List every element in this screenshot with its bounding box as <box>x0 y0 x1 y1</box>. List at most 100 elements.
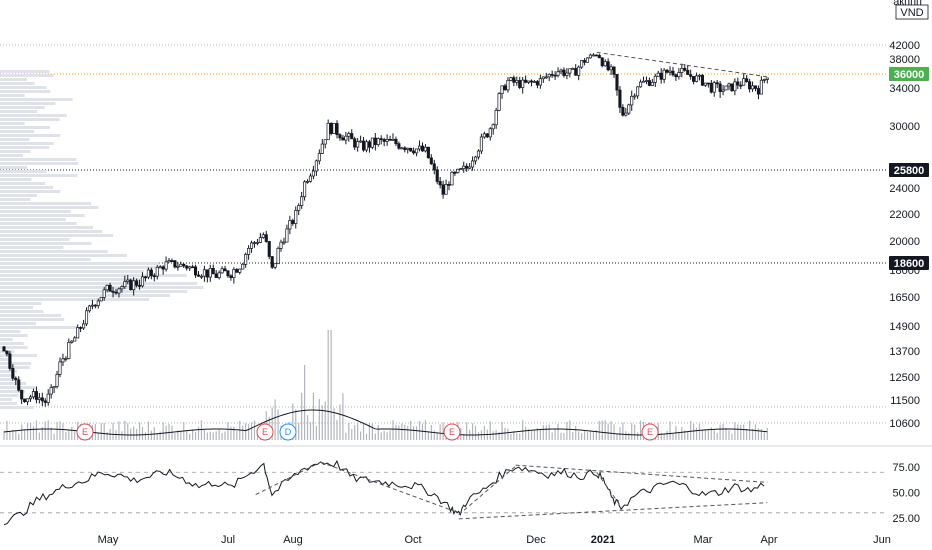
candle-body <box>34 391 38 400</box>
candle-body <box>308 175 313 182</box>
month-label-4[interactable]: Dec <box>526 534 546 546</box>
profile-bar <box>0 270 144 273</box>
candle-body <box>432 163 436 171</box>
candle-body <box>11 368 15 379</box>
osc-trendline-1 <box>320 461 459 514</box>
candle-body <box>49 387 53 395</box>
candle-body <box>550 73 554 76</box>
candle-body <box>535 81 539 86</box>
profile-bar <box>0 206 99 209</box>
candle-body <box>459 168 463 170</box>
time-axis[interactable]: May Jul Aug Oct Dec 2021 Mar Apr Jun <box>98 534 891 546</box>
profile-bar <box>0 146 50 149</box>
event-marker-d[interactable]: D <box>279 423 297 441</box>
profile-bar <box>0 318 65 321</box>
month-label-6[interactable]: Mar <box>694 534 713 546</box>
profile-bar <box>0 286 204 289</box>
candle-body <box>479 136 483 152</box>
candle-body <box>279 241 283 249</box>
candle-body <box>435 169 439 182</box>
candle-body <box>739 84 743 87</box>
candle-body <box>64 358 68 360</box>
month-label-8[interactable]: Jun <box>873 534 891 546</box>
event-marker-label: D <box>285 427 292 437</box>
event-marker-e[interactable]: E <box>256 423 274 441</box>
profile-bar <box>0 334 28 337</box>
candle-body <box>149 269 153 277</box>
month-label-3[interactable]: Oct <box>404 534 421 546</box>
candle-body <box>170 260 174 262</box>
profile-bar <box>0 322 37 325</box>
profile-bar <box>0 214 85 217</box>
profile-bar <box>0 234 114 237</box>
candle-body <box>482 133 486 138</box>
candle-body <box>167 260 171 263</box>
candle-body <box>17 379 21 391</box>
event-marker-e[interactable]: E <box>76 423 94 441</box>
candle-body <box>585 57 590 63</box>
candle-body <box>391 138 395 141</box>
profile-bar <box>0 394 19 397</box>
profile-bar <box>0 190 61 193</box>
profile-bar <box>0 82 35 85</box>
month-label-2[interactable]: Aug <box>283 534 303 546</box>
candle-body <box>639 81 643 88</box>
price-axis[interactable]: 36000 25800 18600 42000 38000 34000 30000 24000… <box>889 40 929 430</box>
candle-body <box>129 279 133 291</box>
event-marker-e[interactable]: E <box>443 423 461 441</box>
month-label-7[interactable]: Apr <box>760 534 777 546</box>
currency-badge[interactable] <box>895 4 929 20</box>
osc-trendline-4 <box>458 502 768 520</box>
candle-body <box>624 112 628 116</box>
candle-body <box>176 265 180 268</box>
candle-body <box>597 55 601 59</box>
profile-bar <box>0 114 67 117</box>
osc-tick-2: 25.00 <box>892 513 920 525</box>
month-label-1[interactable]: Jul <box>221 534 235 546</box>
event-marker-e[interactable]: E <box>641 423 659 441</box>
event-marker-label: E <box>449 427 455 437</box>
candle-body <box>235 269 239 273</box>
profile-bar <box>0 238 70 241</box>
candle-body <box>161 266 165 270</box>
month-label-0[interactable]: May <box>98 534 119 546</box>
candle-body <box>541 76 545 80</box>
candle-body <box>724 85 728 91</box>
profile-bar <box>0 374 16 377</box>
candle-body <box>591 54 595 57</box>
osc-trendline-3 <box>515 464 768 483</box>
candle-body <box>441 184 445 195</box>
candle-body <box>111 290 115 293</box>
price-tick-6: 20000 <box>889 236 920 248</box>
profile-bar <box>0 342 24 345</box>
candle-body <box>140 276 145 287</box>
candle-body <box>356 141 360 148</box>
candle-body <box>603 61 607 67</box>
candle-body <box>476 150 481 158</box>
candle-body <box>132 280 136 291</box>
candle-body <box>146 269 150 278</box>
profile-bar <box>0 218 66 221</box>
candle-body <box>99 297 103 302</box>
profile-bar <box>0 254 127 257</box>
candle-body <box>444 184 448 195</box>
month-label-5[interactable]: 2021 <box>591 534 615 546</box>
profile-bar <box>0 98 73 101</box>
event-marker-circle <box>256 423 274 441</box>
profile-bar <box>0 202 92 205</box>
candle-body <box>594 54 598 57</box>
currency-label: VND <box>900 7 923 19</box>
profile-bar <box>0 154 24 157</box>
candle-body <box>196 274 201 277</box>
profile-bar <box>0 162 79 165</box>
profile-bar <box>0 338 13 341</box>
candle-body <box>229 275 233 278</box>
candle-body <box>285 228 289 243</box>
candle-body <box>143 276 148 279</box>
profile-bar <box>0 106 45 109</box>
event-marker-circle <box>641 423 659 441</box>
level-badge-2 <box>889 256 929 270</box>
candle-body <box>671 70 675 76</box>
